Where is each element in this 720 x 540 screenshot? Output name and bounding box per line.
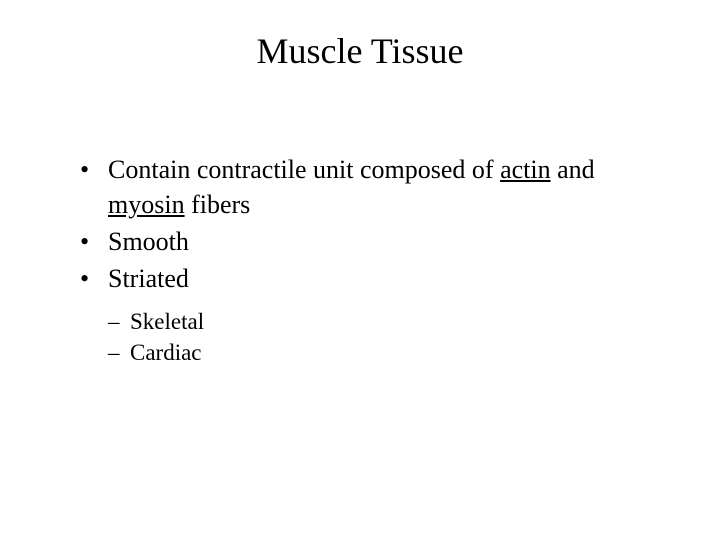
slide-container: Muscle Tissue Contain contractile unit c… (0, 0, 720, 540)
bullet-1-underline-actin: actin (500, 155, 551, 184)
sub-list: Skeletal Cardiac (60, 306, 660, 368)
bullet-1-text-mid: and (551, 155, 595, 184)
sub-item-1: Skeletal (108, 306, 660, 337)
bullet-item-3: Striated (80, 261, 660, 296)
bullet-1-text-post: fibers (185, 190, 251, 219)
slide-content: Contain contractile unit composed of act… (60, 152, 660, 368)
bullet-1-underline-myosin: myosin (108, 190, 185, 219)
bullet-item-2: Smooth (80, 224, 660, 259)
bullet-list: Contain contractile unit composed of act… (60, 152, 660, 296)
slide-title: Muscle Tissue (60, 30, 660, 72)
bullet-1-text-pre: Contain contractile unit composed of (108, 155, 500, 184)
bullet-item-1: Contain contractile unit composed of act… (80, 152, 660, 222)
sub-item-2: Cardiac (108, 337, 660, 368)
